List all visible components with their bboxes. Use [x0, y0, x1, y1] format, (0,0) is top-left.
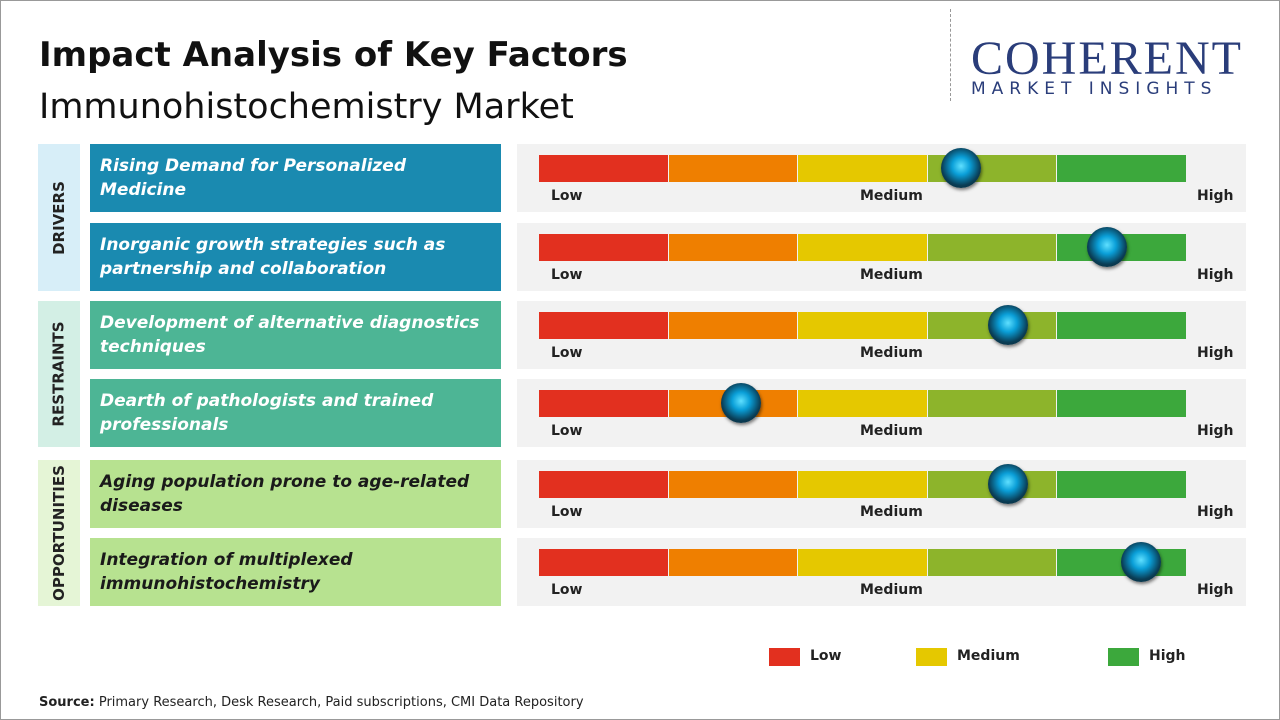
gauge-segment: [798, 471, 927, 498]
source-label: Source:: [39, 695, 95, 710]
legend-label: Low: [810, 648, 842, 664]
gauge-segment: [798, 234, 927, 261]
scale-low: Low: [551, 188, 583, 204]
gauge-segment: [539, 549, 668, 576]
gauge-panel: Low Medium High: [517, 223, 1246, 291]
gauge-knob: [721, 383, 761, 423]
gauge-knob: [1087, 227, 1127, 267]
gauge-segment: [539, 234, 668, 261]
source-text: Primary Research, Desk Research, Paid su…: [98, 695, 584, 710]
scale-medium: Medium: [860, 423, 923, 439]
gauge-segment: [668, 155, 798, 182]
gauge-panel: Low Medium High: [517, 301, 1246, 369]
scale-low: Low: [551, 345, 583, 361]
gauge-knob: [988, 305, 1028, 345]
group-label: DRIVERS: [38, 144, 80, 291]
gauge-segment: [798, 549, 927, 576]
scale-medium: Medium: [860, 345, 923, 361]
group-label-text: RESTRAINTS: [50, 321, 69, 427]
gauge-segment: [927, 234, 1057, 261]
gauge-segment: [668, 471, 798, 498]
gauge-knob: [1121, 542, 1161, 582]
scale-high: High: [1197, 267, 1234, 283]
scale-high: High: [1197, 582, 1234, 598]
gauge-segment: [798, 312, 927, 339]
gauge-panel: Low Medium High: [517, 144, 1246, 212]
legend-swatch: [769, 648, 800, 666]
factor: Rising Demand for Personalized Medicine: [90, 144, 501, 212]
gauge-segment: [798, 155, 927, 182]
legend-swatch: [1108, 648, 1139, 666]
scale-high: High: [1197, 423, 1234, 439]
gauge-segment: [539, 155, 668, 182]
scale-medium: Medium: [860, 582, 923, 598]
gauge-segment: [1057, 155, 1186, 182]
scale-low: Low: [551, 504, 583, 520]
factor: Integration of multiplexed immunohistoch…: [90, 538, 501, 606]
scale-medium: Medium: [860, 188, 923, 204]
gauge-segment: [539, 471, 668, 498]
title: Impact Analysis of Key Factors: [39, 35, 628, 75]
gauge-segment: [1057, 390, 1186, 417]
divider: [950, 9, 951, 101]
gauge-segment: [668, 234, 798, 261]
gauge-panel: Low Medium High: [517, 460, 1246, 528]
gauge-segment: [668, 549, 798, 576]
factor: Dearth of pathologists and trained profe…: [90, 379, 501, 447]
legend-label: High: [1149, 648, 1186, 664]
gauge-segment: [927, 390, 1057, 417]
gauge-segment: [927, 549, 1057, 576]
group-label-text: OPPORTUNITIES: [50, 465, 68, 601]
source: Source: Primary Research, Desk Research,…: [39, 695, 584, 710]
gauge-segment: [1057, 471, 1186, 498]
scale-high: High: [1197, 188, 1234, 204]
legend-label: Medium: [957, 648, 1020, 664]
gauge-segment: [668, 312, 798, 339]
gauge-segment: [1057, 312, 1186, 339]
scale-low: Low: [551, 582, 583, 598]
group-label-text: DRIVERS: [50, 180, 69, 255]
gauge-segment: [798, 390, 927, 417]
group-label: OPPORTUNITIES: [38, 460, 80, 606]
logo-tagline: MARKET INSIGHTS: [971, 79, 1218, 99]
group-label: RESTRAINTS: [38, 301, 80, 447]
logo-name: COHERENT: [971, 32, 1243, 85]
factor: Development of alternative diagnostics t…: [90, 301, 501, 369]
scale-medium: Medium: [860, 504, 923, 520]
subtitle: Immunohistochemistry Market: [39, 87, 574, 127]
gauge-knob: [988, 464, 1028, 504]
scale-low: Low: [551, 267, 583, 283]
scale-low: Low: [551, 423, 583, 439]
gauge-segment: [539, 390, 668, 417]
gauge-knob: [941, 148, 981, 188]
legend-swatch: [916, 648, 947, 666]
factor: Inorganic growth strategies such as part…: [90, 223, 501, 291]
scale-medium: Medium: [860, 267, 923, 283]
gauge-panel: Low Medium High: [517, 538, 1246, 606]
scale-high: High: [1197, 345, 1234, 361]
gauge-panel: Low Medium High: [517, 379, 1246, 447]
factor: Aging population prone to age-related di…: [90, 460, 501, 528]
gauge-segment: [539, 312, 668, 339]
scale-high: High: [1197, 504, 1234, 520]
